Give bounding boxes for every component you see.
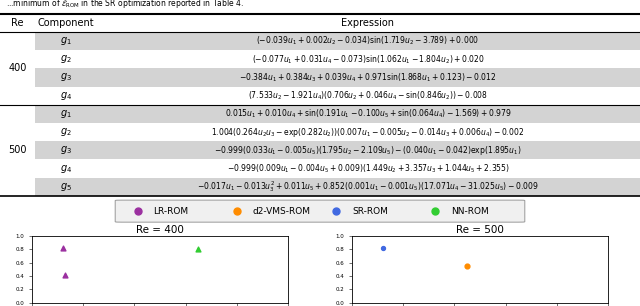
Text: $-0.999(0.033u_1 - 0.005u_5)(1.795u_2 - 2.109u_5) - (0.040u_1 - 0.042)\exp(1.895: $-0.999(0.033u_1 - 0.005u_5)(1.795u_2 - … bbox=[214, 144, 522, 157]
Text: LR-ROM: LR-ROM bbox=[154, 207, 189, 216]
Text: 400: 400 bbox=[8, 63, 27, 73]
Text: $-0.017u_1 - 0.013u_3^2 + 0.011u_5 + 0.852(0.001u_1 - 0.001u_5)(17.071u_4 - 31.0: $-0.017u_1 - 0.013u_3^2 + 0.011u_5 + 0.8… bbox=[197, 179, 539, 194]
Point bbox=[462, 263, 472, 268]
Text: $g_{2}$: $g_{2}$ bbox=[60, 53, 72, 65]
Bar bbox=[35, 141, 640, 159]
Text: $(-0.039u_1 + 0.002u_2 - 0.034)\sin(1.719u_2 - 3.789) + 0.000$: $(-0.039u_1 + 0.002u_2 - 0.034)\sin(1.71… bbox=[257, 35, 479, 47]
Title: Re = 500: Re = 500 bbox=[456, 225, 504, 235]
Text: $g_{4}$: $g_{4}$ bbox=[60, 162, 72, 174]
Bar bbox=[35, 69, 640, 87]
Text: $-0.384u_1 + 0.384u_3 + 0.039u_4 + 0.971\sin(1.868u_1 + 0.123) - 0.012$: $-0.384u_1 + 0.384u_3 + 0.039u_4 + 0.971… bbox=[239, 71, 497, 84]
Point bbox=[193, 247, 204, 252]
Text: $1.004(0.264u_2u_3 - \exp(0.282u_2))(0.007u_1 - 0.005u_2 - 0.014u_3 + 0.006u_4) : $1.004(0.264u_2u_3 - \exp(0.282u_2))(0.0… bbox=[211, 126, 525, 139]
Text: $g_{4}$: $g_{4}$ bbox=[60, 90, 72, 102]
Text: Expression: Expression bbox=[342, 18, 394, 28]
FancyBboxPatch shape bbox=[115, 200, 525, 222]
Point bbox=[378, 245, 388, 250]
Text: 500: 500 bbox=[8, 145, 27, 155]
Bar bbox=[35, 177, 640, 196]
Text: ...minimum of $\mathcal{E}_{\mathrm{ROM}}$ in the SR optimization reported in Ta: ...minimum of $\mathcal{E}_{\mathrm{ROM}… bbox=[6, 0, 244, 9]
Text: NN-ROM: NN-ROM bbox=[451, 207, 489, 216]
Title: Re = 400: Re = 400 bbox=[136, 225, 184, 235]
Text: Re: Re bbox=[12, 18, 24, 28]
Text: $g_{1}$: $g_{1}$ bbox=[60, 108, 72, 120]
Text: $g_{2}$: $g_{2}$ bbox=[60, 126, 72, 138]
Text: $(-0.077u_1 + 0.031u_4 - 0.073)\sin(1.062u_1 - 1.804u_2) + 0.020$: $(-0.077u_1 + 0.031u_4 - 0.073)\sin(1.06… bbox=[252, 53, 484, 65]
Point bbox=[60, 272, 70, 277]
Text: $(7.533u_2 - 1.921u_4)(0.706u_2 + 0.046u_4 - \sin(0.846u_2)) - 0.008$: $(7.533u_2 - 1.921u_4)(0.706u_2 + 0.046u… bbox=[248, 89, 488, 102]
Bar bbox=[35, 105, 640, 123]
Text: $-0.999(0.009u_1 - 0.004u_5 + 0.009)(1.449u_2 + 3.357u_3 + 1.044u_5 + 2.355)$: $-0.999(0.009u_1 - 0.004u_5 + 0.009)(1.4… bbox=[227, 162, 509, 175]
Bar bbox=[35, 32, 640, 50]
Text: d2-VMS-ROM: d2-VMS-ROM bbox=[253, 207, 311, 216]
Text: $g_{5}$: $g_{5}$ bbox=[60, 181, 72, 193]
Text: $g_{3}$: $g_{3}$ bbox=[60, 72, 72, 84]
Text: SR-ROM: SR-ROM bbox=[352, 207, 388, 216]
Text: $g_{3}$: $g_{3}$ bbox=[60, 144, 72, 156]
Point bbox=[58, 245, 68, 250]
Text: $g_{1}$: $g_{1}$ bbox=[60, 35, 72, 47]
Text: Component: Component bbox=[37, 18, 94, 28]
Text: $0.015u_1 + 0.010u_4 + \sin(0.191u_1 - 0.100u_5 + \sin(0.064u_4) - 1.569) + 0.97: $0.015u_1 + 0.010u_4 + \sin(0.191u_1 - 0… bbox=[225, 108, 511, 120]
